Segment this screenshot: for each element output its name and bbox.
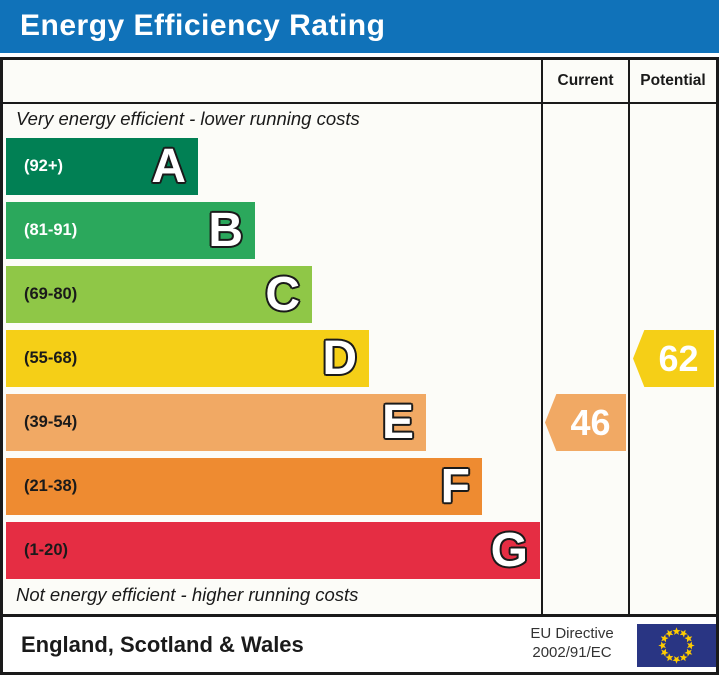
band-row-b: (81-91) B bbox=[6, 202, 255, 259]
rating-table: Current Potential Very energy efficient … bbox=[0, 57, 719, 617]
band-f-range: (21-38) bbox=[24, 477, 78, 495]
page-title: Energy Efficiency Rating bbox=[20, 9, 386, 42]
band-f-letter: F bbox=[440, 459, 470, 513]
current-rating-tag: 46 bbox=[545, 394, 626, 451]
potential-column-header: Potential bbox=[640, 72, 706, 89]
band-row-d: (55-68) D bbox=[6, 330, 369, 387]
current-column-divider bbox=[541, 60, 543, 614]
band-row-c: (69-80) C bbox=[6, 266, 312, 323]
header-divider bbox=[3, 102, 716, 104]
band-c-range: (69-80) bbox=[24, 285, 78, 303]
band-a-letter: A bbox=[151, 139, 186, 193]
potential-rating-value: 62 bbox=[658, 337, 699, 379]
band-e-range: (39-54) bbox=[24, 413, 78, 431]
band-c-letter: C bbox=[265, 267, 300, 321]
band-g-range: (1-20) bbox=[24, 541, 69, 559]
band-b-range: (81-91) bbox=[24, 221, 78, 239]
band-e-letter: E bbox=[381, 395, 414, 449]
eu-directive-label: EU Directive 2002/91/EC bbox=[513, 625, 631, 663]
top-note: Very energy efficient - lower running co… bbox=[16, 108, 360, 129]
potential-column-divider bbox=[628, 60, 630, 614]
band-row-a: (92+) A bbox=[6, 138, 198, 195]
footer: England, Scotland & Wales EU Directive 2… bbox=[0, 617, 719, 675]
band-a-range: (92+) bbox=[24, 157, 63, 175]
region-label: England, Scotland & Wales bbox=[21, 631, 304, 657]
eu-flag-icon bbox=[637, 624, 716, 667]
band-g-letter: G bbox=[490, 523, 528, 577]
potential-rating-tag: 62 bbox=[633, 330, 714, 387]
bottom-note: Not energy efficient - higher running co… bbox=[16, 584, 359, 605]
current-rating-value: 46 bbox=[570, 401, 611, 443]
current-column-header: Current bbox=[557, 72, 614, 89]
band-row-f: (21-38) F bbox=[6, 458, 482, 515]
title-bar: Energy Efficiency Rating bbox=[0, 0, 719, 53]
band-d-letter: D bbox=[322, 331, 357, 385]
band-row-g: (1-20) G bbox=[6, 522, 540, 579]
band-d-range: (55-68) bbox=[24, 349, 78, 367]
eu-directive-line2: 2002/91/EC bbox=[532, 643, 612, 661]
band-row-e: (39-54) E bbox=[6, 394, 426, 451]
eu-directive-line1: EU Directive bbox=[530, 625, 614, 642]
band-b-letter: B bbox=[208, 203, 243, 257]
